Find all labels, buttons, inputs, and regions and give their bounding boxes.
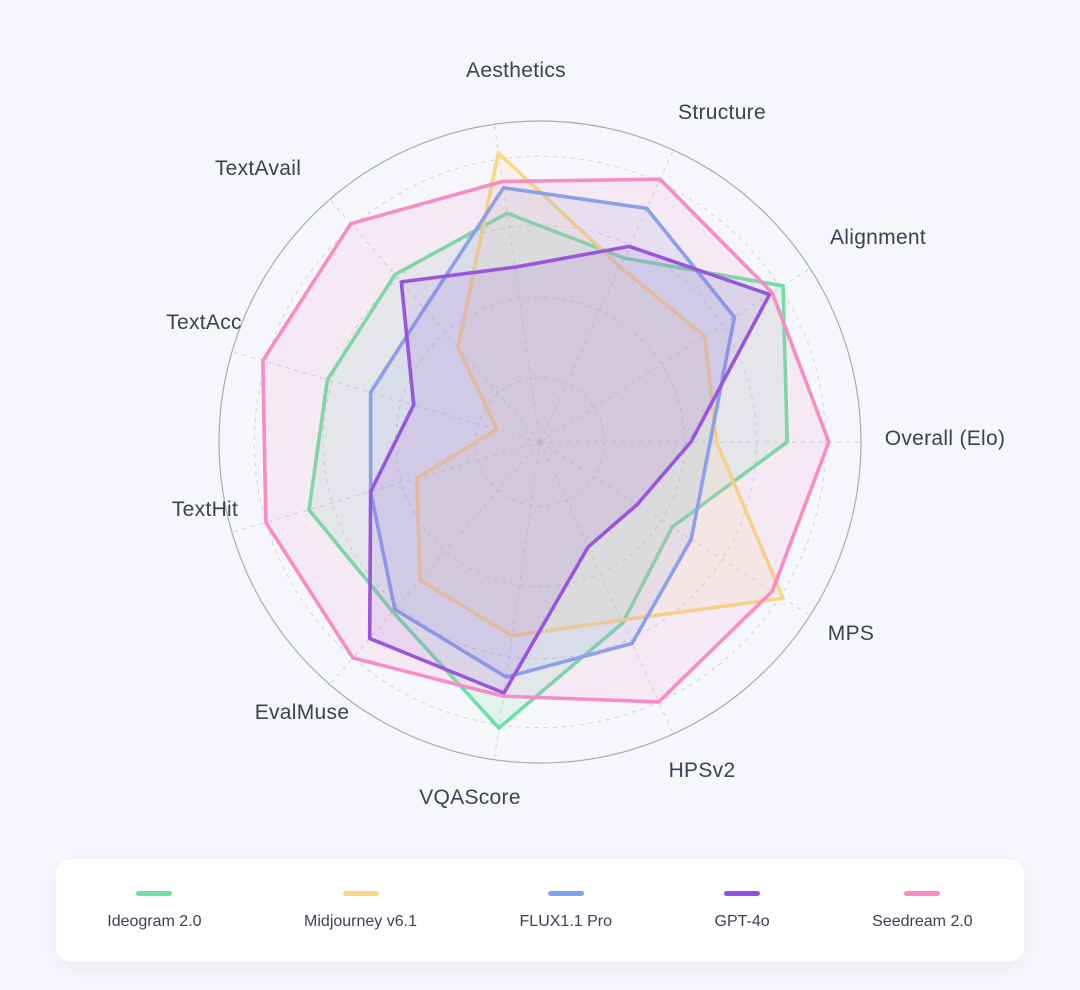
legend-swatch-gpt-4o	[724, 890, 761, 896]
axis-label-textacc: TextAcc	[166, 311, 242, 334]
radar-grid	[218, 120, 862, 764]
legend-item-midjourney-v6-1[interactable]: Midjourney v6.1	[294, 887, 427, 935]
axis-label-mps: MPS	[827, 622, 875, 645]
legend: Ideogram 2.0 Midjourney v6.1 FLUX1.1 Pro…	[56, 859, 1024, 962]
legend-label-gpt-4o: GPT-4o	[714, 912, 770, 930]
legend-label-seedream-2-0: Seedream 2.0	[872, 912, 973, 930]
legend-label-ideogram-2-0: Ideogram 2.0	[107, 912, 202, 930]
series-polygon-ideogram-2-0	[307, 211, 790, 730]
legend-item-ideogram-2-0[interactable]: Ideogram 2.0	[97, 887, 211, 935]
legend-label-midjourney-v6-1: Midjourney v6.1	[304, 912, 417, 930]
series-polygon-flux1-1-pro	[368, 186, 737, 679]
axis-label-alignment: Alignment	[829, 226, 927, 249]
axis-label-structure: Structure	[678, 101, 766, 124]
legend-swatch-ideogram-2-0	[136, 890, 173, 896]
legend-swatch-midjourney-v6-1	[342, 890, 379, 896]
series-polygon-midjourney-v6-1	[414, 151, 785, 638]
axis-label-aesthetics: Aesthetics	[466, 59, 566, 82]
axis-label-texthit: TextHit	[171, 498, 239, 521]
axis-label-vqascore: VQAScore	[419, 786, 521, 809]
grid-ring-3	[253, 155, 827, 729]
series-polygon-gpt-4o	[367, 244, 772, 695]
axis-label-evalmuse: EvalMuse	[254, 701, 350, 724]
legend-swatch-flux1-1-pro	[547, 890, 584, 896]
legend-item-flux1-1-pro[interactable]: FLUX1.1 Pro	[510, 887, 622, 935]
axis-label-hpsv2: HPSv2	[668, 759, 736, 782]
axis-label-textavail: TextAvail	[214, 157, 302, 180]
legend-item-seedream-2-0[interactable]: Seedream 2.0	[862, 887, 983, 935]
legend-swatch-seedream-2-0	[904, 890, 941, 896]
legend-item-gpt-4o[interactable]: GPT-4o	[705, 887, 780, 935]
outer-circle	[218, 120, 862, 764]
legend-label-flux1-1-pro: FLUX1.1 Pro	[519, 912, 612, 930]
radar-chart: Aesthetics Structure Alignment Overall (Elo…	[166, 59, 1006, 809]
series-polygon-seedream-2-0	[260, 177, 831, 704]
axis-label-overall-elo: Overall (Elo)	[884, 427, 1006, 450]
